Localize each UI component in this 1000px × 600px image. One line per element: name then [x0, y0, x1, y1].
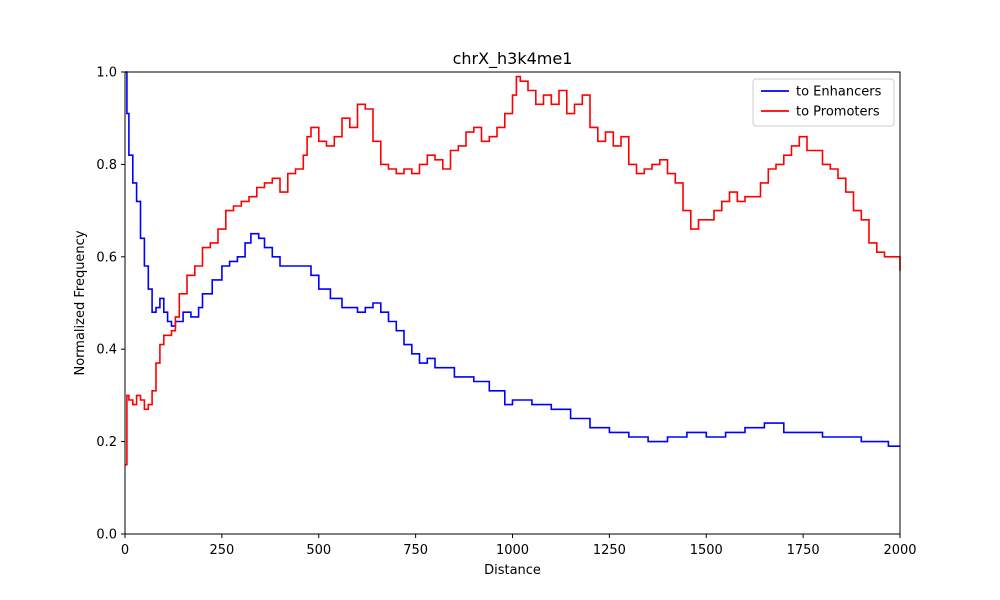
y-tick-label: 0.4: [96, 343, 117, 358]
legend-label: to Promoters: [796, 105, 880, 120]
y-axis-ticks: 0.0 0.2 0.4 0.6 0.8 1.0: [96, 66, 125, 543]
x-axis-ticks: 0 250 500 750 1000 1250 1500 1750 2000: [121, 534, 917, 558]
y-tick-label: 0.2: [96, 435, 117, 450]
x-tick-label: 1250: [593, 543, 626, 558]
x-tick-label: 1750: [787, 543, 820, 558]
x-tick-label: 250: [209, 543, 234, 558]
x-tick-label: 750: [403, 543, 428, 558]
y-axis-label: Normalized Frequency: [73, 230, 88, 375]
series-layer: [125, 71, 901, 466]
x-tick-label: 500: [306, 543, 331, 558]
y-tick-label: 0.6: [96, 250, 117, 265]
x-tick-label: 2000: [883, 543, 916, 558]
chart-title: chrX_h3k4me1: [453, 49, 573, 69]
x-tick-label: 1500: [690, 543, 723, 558]
x-tick-label: 1000: [496, 543, 529, 558]
legend-label: to Enhancers: [796, 85, 882, 100]
series-line-promoters: [125, 75, 901, 466]
y-tick-label: 1.0: [96, 66, 117, 81]
x-tick-label: 0: [121, 543, 129, 558]
legend: to Enhancers to Promoters: [752, 78, 895, 127]
x-axis-label: Distance: [484, 563, 541, 578]
series-line-enhancers: [125, 71, 900, 448]
y-tick-label: 0.0: [96, 528, 117, 543]
y-tick-label: 0.8: [96, 158, 117, 173]
